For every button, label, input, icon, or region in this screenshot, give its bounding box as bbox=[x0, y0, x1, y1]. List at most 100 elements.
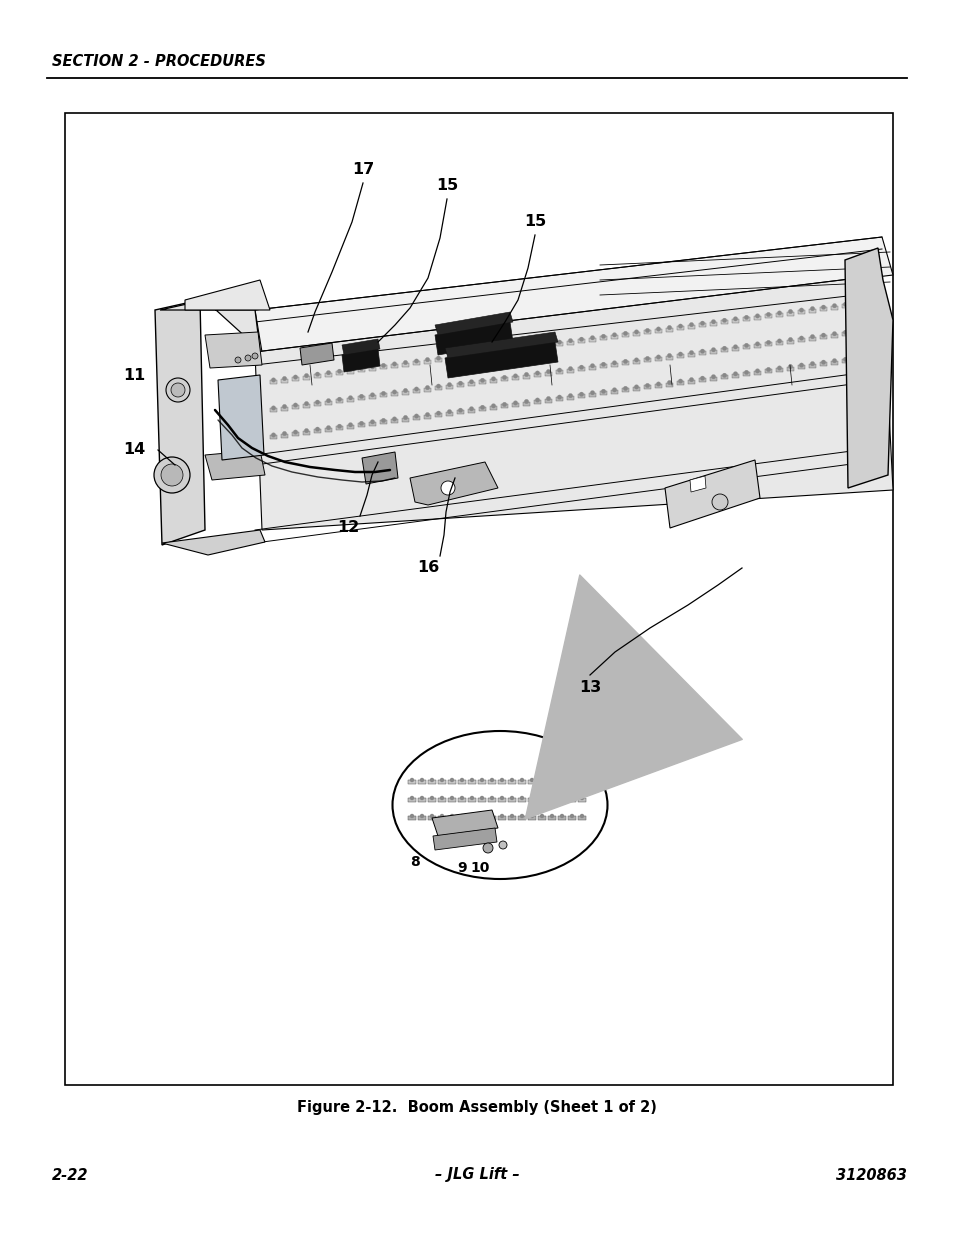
Circle shape bbox=[315, 400, 319, 404]
Bar bbox=[599, 391, 606, 395]
Circle shape bbox=[578, 366, 583, 369]
Circle shape bbox=[470, 778, 473, 782]
Bar bbox=[699, 351, 705, 356]
Bar bbox=[830, 306, 837, 310]
Bar bbox=[558, 781, 565, 784]
Bar bbox=[457, 798, 465, 802]
Bar bbox=[417, 781, 426, 784]
Circle shape bbox=[711, 374, 715, 379]
Circle shape bbox=[457, 382, 462, 385]
Circle shape bbox=[700, 321, 704, 325]
Bar bbox=[643, 385, 650, 389]
Circle shape bbox=[480, 797, 483, 799]
Circle shape bbox=[304, 373, 309, 378]
Circle shape bbox=[568, 394, 572, 398]
Bar bbox=[423, 415, 431, 419]
Bar bbox=[507, 781, 516, 784]
Polygon shape bbox=[154, 300, 205, 545]
Bar bbox=[437, 798, 446, 802]
Circle shape bbox=[560, 797, 563, 799]
Circle shape bbox=[799, 336, 802, 341]
Bar bbox=[841, 304, 848, 309]
Bar bbox=[500, 404, 507, 409]
Circle shape bbox=[644, 356, 649, 361]
Circle shape bbox=[271, 432, 275, 437]
Bar bbox=[292, 377, 298, 382]
Circle shape bbox=[578, 337, 583, 341]
Bar bbox=[643, 358, 650, 363]
Bar bbox=[786, 340, 793, 343]
Circle shape bbox=[700, 350, 704, 353]
Text: 16: 16 bbox=[416, 561, 438, 576]
Polygon shape bbox=[433, 827, 497, 850]
Circle shape bbox=[430, 778, 433, 782]
Bar bbox=[423, 359, 431, 363]
Circle shape bbox=[447, 410, 451, 414]
Bar bbox=[477, 781, 485, 784]
Bar bbox=[874, 329, 882, 332]
Bar bbox=[852, 358, 859, 362]
Circle shape bbox=[570, 778, 573, 782]
Bar bbox=[841, 332, 848, 336]
Circle shape bbox=[513, 346, 517, 351]
Bar bbox=[270, 380, 276, 384]
Circle shape bbox=[480, 778, 483, 782]
Bar bbox=[325, 427, 332, 432]
Bar bbox=[709, 377, 717, 380]
Circle shape bbox=[755, 314, 759, 319]
Circle shape bbox=[689, 378, 693, 382]
Bar bbox=[500, 350, 507, 353]
Bar bbox=[507, 816, 516, 820]
Polygon shape bbox=[185, 280, 270, 310]
Bar bbox=[665, 356, 672, 359]
Circle shape bbox=[540, 797, 543, 799]
Bar bbox=[435, 387, 441, 390]
Bar bbox=[478, 352, 485, 357]
Bar bbox=[391, 364, 397, 368]
Circle shape bbox=[500, 778, 503, 782]
Circle shape bbox=[557, 368, 561, 372]
Text: 11: 11 bbox=[123, 368, 145, 383]
Bar bbox=[655, 384, 661, 388]
Circle shape bbox=[490, 797, 493, 799]
Bar bbox=[335, 399, 343, 404]
Bar bbox=[468, 382, 475, 385]
Bar bbox=[544, 399, 552, 403]
Bar bbox=[820, 362, 826, 367]
Text: 17: 17 bbox=[352, 163, 374, 178]
Bar bbox=[325, 400, 332, 405]
Bar bbox=[423, 388, 431, 391]
Circle shape bbox=[579, 815, 583, 818]
Text: SECTION 2 - PROCEDURES: SECTION 2 - PROCEDURES bbox=[52, 54, 266, 69]
Text: 2-22: 2-22 bbox=[52, 1167, 89, 1182]
Bar bbox=[413, 416, 419, 420]
Circle shape bbox=[414, 359, 418, 363]
Circle shape bbox=[153, 457, 190, 493]
Bar bbox=[357, 368, 365, 372]
Circle shape bbox=[689, 351, 693, 354]
Circle shape bbox=[809, 335, 814, 338]
Bar bbox=[874, 300, 882, 304]
Circle shape bbox=[644, 329, 649, 332]
Circle shape bbox=[570, 797, 573, 799]
Bar bbox=[281, 433, 288, 437]
Circle shape bbox=[460, 778, 463, 782]
Bar bbox=[456, 356, 463, 359]
Circle shape bbox=[535, 343, 539, 347]
Circle shape bbox=[392, 416, 396, 421]
Circle shape bbox=[579, 778, 583, 782]
Circle shape bbox=[634, 330, 638, 335]
Circle shape bbox=[755, 369, 759, 373]
Bar bbox=[456, 383, 463, 388]
Circle shape bbox=[440, 778, 443, 782]
Circle shape bbox=[578, 391, 583, 396]
Circle shape bbox=[711, 494, 727, 510]
Bar bbox=[468, 798, 476, 802]
Bar bbox=[270, 408, 276, 412]
Bar bbox=[633, 359, 639, 364]
Circle shape bbox=[271, 378, 275, 382]
Circle shape bbox=[457, 353, 462, 357]
Polygon shape bbox=[205, 332, 262, 368]
Bar bbox=[517, 798, 525, 802]
Circle shape bbox=[460, 797, 463, 799]
